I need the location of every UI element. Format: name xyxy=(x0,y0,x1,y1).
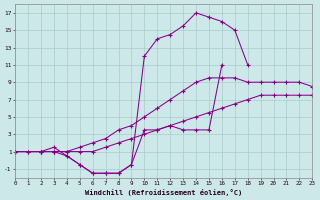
X-axis label: Windchill (Refroidissement éolien,°C): Windchill (Refroidissement éolien,°C) xyxy=(85,189,242,196)
